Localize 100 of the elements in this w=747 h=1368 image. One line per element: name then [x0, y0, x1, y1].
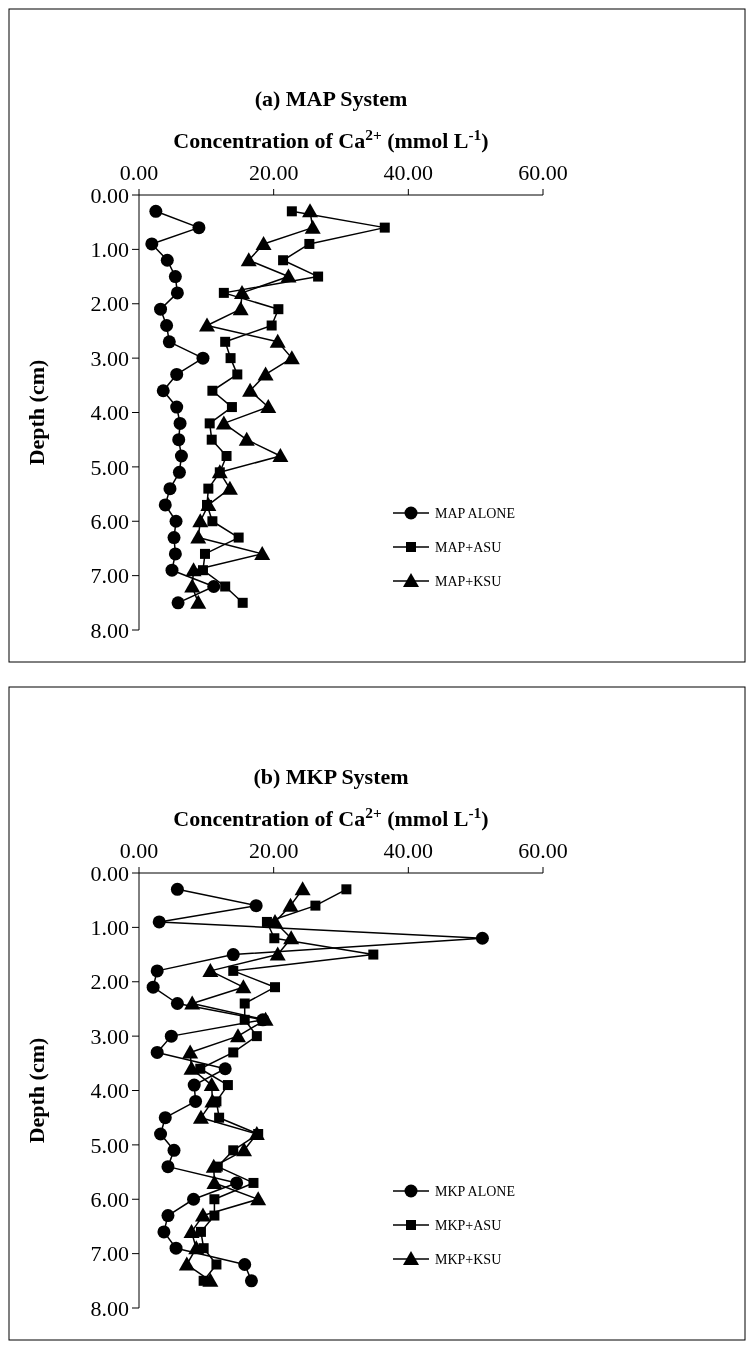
point: [272, 448, 289, 462]
point: [220, 581, 231, 592]
point: [273, 304, 284, 315]
point: [244, 1274, 258, 1288]
point: [203, 483, 214, 494]
point: [157, 1225, 171, 1239]
point: [233, 532, 244, 543]
point: [282, 897, 299, 912]
point: [280, 268, 297, 283]
point: [150, 964, 164, 978]
point: [206, 1174, 223, 1189]
point: [304, 219, 321, 234]
point: [368, 949, 379, 960]
point: [228, 1145, 239, 1156]
point: [168, 547, 182, 561]
point: [164, 1029, 178, 1043]
point: [251, 1031, 262, 1042]
point: [183, 1223, 200, 1238]
point: [156, 384, 170, 398]
point: [230, 1176, 244, 1190]
point: [218, 287, 229, 298]
point: [149, 204, 163, 218]
point: [255, 235, 272, 250]
x-tick-label: 0.00: [119, 160, 159, 185]
point: [249, 899, 263, 913]
point: [232, 301, 249, 316]
point: [260, 399, 277, 414]
point: [169, 514, 183, 528]
point: [173, 416, 187, 430]
point: [294, 881, 311, 896]
point: [218, 1062, 232, 1076]
point: [240, 252, 257, 267]
y-tick-label: 5.00: [90, 1132, 129, 1158]
point: [158, 498, 172, 512]
point: [161, 1209, 175, 1223]
point: [199, 548, 210, 559]
point: [229, 1028, 246, 1043]
point: [163, 482, 177, 496]
point: [160, 253, 174, 267]
y-axis-title: Depth (cm): [24, 359, 49, 466]
point: [238, 431, 255, 446]
point: [192, 1109, 209, 1124]
point: [232, 369, 243, 380]
point: [178, 1256, 195, 1271]
point: [304, 238, 315, 249]
point: [165, 563, 179, 577]
x-tick-label: 20.00: [248, 160, 299, 185]
point: [174, 449, 188, 463]
point: [154, 1127, 168, 1141]
legend-label: MAP+KSU: [435, 573, 502, 589]
point: [207, 385, 218, 396]
point: [154, 302, 168, 316]
x-tick-label: 60.00: [518, 838, 568, 863]
point: [250, 1191, 267, 1206]
point: [283, 350, 300, 365]
x-tick-label: 0.00: [119, 838, 159, 863]
y-tick-label: 7.00: [90, 1241, 129, 1267]
point: [152, 915, 166, 929]
x-axis-title: Concentration of Ca$^{2+}$ (mmol L$^{-1}$): [173, 803, 489, 831]
point: [225, 353, 236, 364]
y-tick-label: 6.00: [90, 508, 129, 534]
point: [145, 237, 159, 251]
point: [167, 1143, 181, 1157]
y-tick-label: 6.00: [90, 1186, 129, 1212]
point: [192, 221, 206, 235]
point: [189, 1094, 203, 1108]
point: [150, 1045, 164, 1059]
legend-label: MAP ALONE: [435, 505, 515, 521]
point: [221, 480, 238, 495]
point: [160, 319, 174, 332]
point: [187, 1192, 201, 1206]
point: [169, 1241, 183, 1255]
x-axis-title: Concentration of Ca$^{2+}$ (mmol L$^{-1}$): [173, 125, 489, 153]
y-tick-label: 3.00: [90, 345, 129, 371]
point: [170, 997, 184, 1010]
point: [379, 222, 390, 233]
point: [200, 496, 217, 511]
point: [234, 284, 251, 299]
point: [302, 203, 319, 218]
point: [184, 995, 201, 1010]
y-tick-label: 1.00: [90, 237, 129, 263]
y-tick-label: 4.00: [90, 400, 129, 426]
x-tick-label: 60.00: [518, 160, 568, 185]
point: [228, 1047, 239, 1058]
y-axis-title: Depth (cm): [24, 1037, 49, 1144]
y-tick-label: 3.00: [90, 1023, 129, 1049]
point: [170, 367, 184, 381]
point: [239, 1014, 250, 1025]
x-tick-label: 40.00: [383, 160, 434, 185]
point: [146, 980, 160, 994]
point: [203, 1077, 220, 1092]
chart-title: (a) MAP System: [254, 86, 408, 111]
point: [171, 596, 185, 610]
point: [235, 979, 252, 994]
point: [202, 962, 219, 977]
point: [269, 946, 286, 961]
point: [204, 1093, 221, 1108]
point: [236, 1142, 253, 1157]
point: [313, 271, 324, 282]
point: [185, 562, 202, 577]
